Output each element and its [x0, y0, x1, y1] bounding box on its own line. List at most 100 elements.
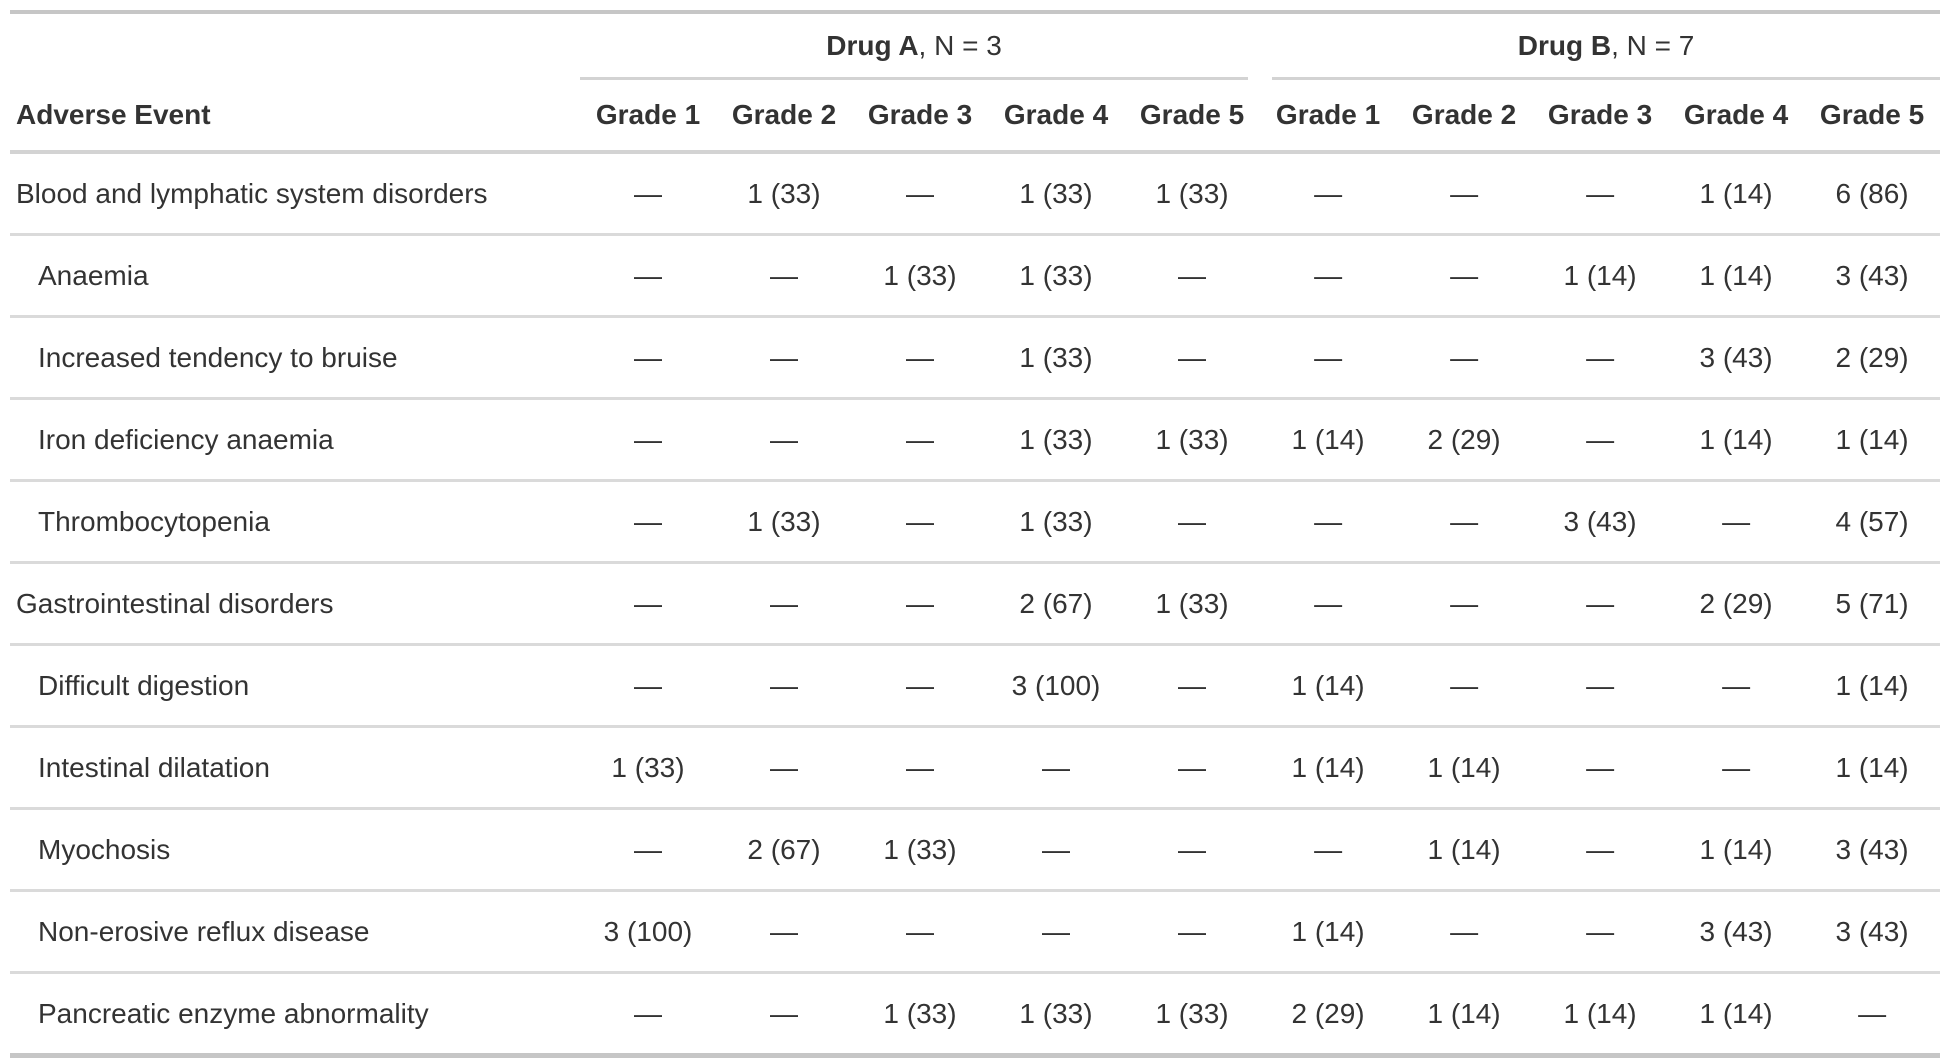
- grade-column-header: Grade 3: [1532, 80, 1669, 154]
- adverse-event-label: Iron deficiency anaemia: [10, 397, 580, 481]
- count-percent-cell: 2 (29): [1804, 315, 1941, 399]
- count-percent-cell: 1 (33): [580, 725, 716, 809]
- count-percent-cell: —: [1124, 643, 1261, 727]
- count-percent-cell: —: [1586, 177, 1615, 209]
- count-percent-cell: —: [1668, 643, 1805, 727]
- count-percent-cell: —: [580, 643, 716, 727]
- count-percent-cell: —: [716, 971, 852, 1056]
- spanner-drug-a: Drug A, N = 3: [580, 12, 1260, 80]
- count-percent-cell: 1 (33): [747, 177, 821, 209]
- count-percent-cell: —: [1260, 233, 1397, 317]
- table-row: Intestinal dilatation 1 (33) — — — —1 (14) 1 (…: [10, 725, 1941, 809]
- count-percent-cell: 1 (14): [1804, 397, 1941, 481]
- adverse-events-table-container: Drug A, N = 3 Drug B, N = 7 Adverse Even…: [10, 10, 1941, 1058]
- drug-a-name: Drug A: [826, 29, 919, 61]
- count-percent-cell: 1 (14): [1668, 233, 1805, 317]
- count-percent-cell: 3 (100): [580, 889, 716, 973]
- count-percent-cell: —: [906, 177, 934, 209]
- count-percent-cell: 3 (43): [1668, 315, 1805, 399]
- grade-column-header: Grade 2: [716, 80, 852, 154]
- count-percent-cell: —: [1532, 643, 1669, 727]
- count-percent-cell: 1 (14): [1668, 807, 1805, 891]
- grade-column-header: Grade 1: [580, 80, 716, 154]
- grade-column-header: Grade 5: [1804, 80, 1941, 154]
- count-percent-cell: 3 (43): [1804, 233, 1941, 317]
- adverse-events-table: Drug A, N = 3 Drug B, N = 7 Adverse Even…: [10, 10, 1941, 1058]
- adverse-event-label: Increased tendency to bruise: [10, 315, 580, 399]
- count-percent-cell: 1 (14): [1804, 643, 1941, 727]
- count-percent-cell: 1 (33): [1124, 397, 1261, 481]
- count-percent-cell: —: [1532, 889, 1669, 973]
- table-row: Gastrointestinal disorders — — —2 (67) 1 (33…: [10, 561, 1941, 645]
- count-percent-cell: 2 (29): [1396, 397, 1533, 481]
- count-percent-cell: —: [580, 971, 716, 1056]
- count-percent-cell: 1 (14): [1668, 971, 1805, 1056]
- adverse-event-column-header: Adverse Event: [10, 80, 580, 154]
- table-row: Iron deficiency anaemia — — —1 (33) 1 (33) 1 …: [10, 397, 1941, 481]
- count-percent-cell: —: [988, 725, 1124, 809]
- table-row: Thrombocytopenia —1 (33) —1 (33) — — —3 (43) —…: [10, 479, 1941, 563]
- count-percent-cell: 5 (71): [1804, 561, 1941, 645]
- grade-column-header: Grade 4: [988, 80, 1124, 154]
- count-percent-cell: —: [1532, 397, 1669, 481]
- count-percent-cell: —: [716, 315, 852, 399]
- count-percent-cell: —: [580, 479, 716, 563]
- count-percent-cell: —: [1124, 315, 1261, 399]
- count-percent-cell: 1 (14): [1396, 971, 1533, 1056]
- table-row: Difficult digestion — — —3 (100) —1 (14) — — —1…: [10, 643, 1941, 727]
- count-percent-cell: 2 (29): [1260, 971, 1397, 1056]
- count-percent-cell: —: [1396, 233, 1533, 317]
- count-percent-cell: 3 (43): [1532, 479, 1669, 563]
- count-percent-cell: —: [852, 889, 988, 973]
- count-percent-cell: 1 (33): [716, 479, 852, 563]
- count-percent-cell: —: [988, 889, 1124, 973]
- count-percent-cell: —: [1124, 725, 1261, 809]
- grade-column-header: Grade 5: [1124, 80, 1261, 154]
- table-row: Pancreatic enzyme abnormality — —1 (33) 1 (…: [10, 971, 1941, 1056]
- spanner-drug-b: Drug B, N = 7: [1260, 12, 1941, 80]
- count-percent-cell: 1 (14): [1668, 397, 1805, 481]
- grade-column-header: Grade 3: [852, 80, 988, 154]
- grade-column-header: Grade 1: [1260, 80, 1397, 154]
- adverse-event-label: Thrombocytopenia: [10, 479, 580, 563]
- count-percent-cell: 1 (14): [1804, 725, 1941, 809]
- count-percent-cell: 3 (43): [1804, 889, 1941, 973]
- count-percent-cell: 1 (14): [1260, 725, 1397, 809]
- count-percent-cell: —: [1668, 725, 1805, 809]
- count-percent-cell: 3 (100): [988, 643, 1124, 727]
- count-percent-cell: —: [1260, 479, 1397, 563]
- count-percent-cell: 3 (43): [1668, 889, 1805, 973]
- count-percent-cell: —: [1260, 315, 1397, 399]
- count-percent-cell: —: [716, 233, 852, 317]
- count-percent-cell: 1 (14): [1260, 889, 1397, 973]
- count-percent-cell: 1 (33): [988, 233, 1124, 317]
- count-percent-cell: —: [1532, 807, 1669, 891]
- count-percent-cell: —: [716, 397, 852, 481]
- count-percent-cell: —: [1668, 479, 1805, 563]
- adverse-event-label: Difficult digestion: [10, 643, 580, 727]
- count-percent-cell: —: [1804, 971, 1941, 1056]
- count-percent-cell: 1 (14): [1532, 233, 1669, 317]
- count-percent-cell: —: [716, 643, 852, 727]
- table-row: Non-erosive reflux disease 3 (100) — — — —1 (…: [10, 889, 1941, 973]
- count-percent-cell: —: [852, 643, 988, 727]
- adverse-event-label: Intestinal dilatation: [10, 725, 580, 809]
- adverse-event-label: Myochosis: [10, 807, 580, 891]
- count-percent-cell: —: [716, 725, 852, 809]
- count-percent-cell: —: [634, 177, 662, 209]
- count-percent-cell: —: [852, 479, 988, 563]
- count-percent-cell: 1 (33): [852, 233, 988, 317]
- adverse-event-label: Anaemia: [10, 233, 580, 317]
- count-percent-cell: 1 (33): [1155, 177, 1229, 209]
- count-percent-cell: 1 (33): [1124, 561, 1261, 645]
- count-percent-cell: —: [716, 889, 852, 973]
- spanner-stub-cell: [10, 12, 580, 80]
- drug-b-n: , N = 7: [1611, 29, 1695, 61]
- count-percent-cell: —: [1396, 479, 1533, 563]
- table-row: Anaemia — —1 (33) 1 (33) — — —1 (14) 1 (14) 3 (4…: [10, 233, 1941, 317]
- table-body: Blood and lymphatic system disorders —1 (…: [10, 152, 1941, 1056]
- drug-b-name: Drug B: [1517, 29, 1612, 61]
- count-percent-cell: —: [1532, 315, 1669, 399]
- count-percent-cell: 1 (14): [1396, 725, 1533, 809]
- count-percent-cell: —: [1396, 315, 1533, 399]
